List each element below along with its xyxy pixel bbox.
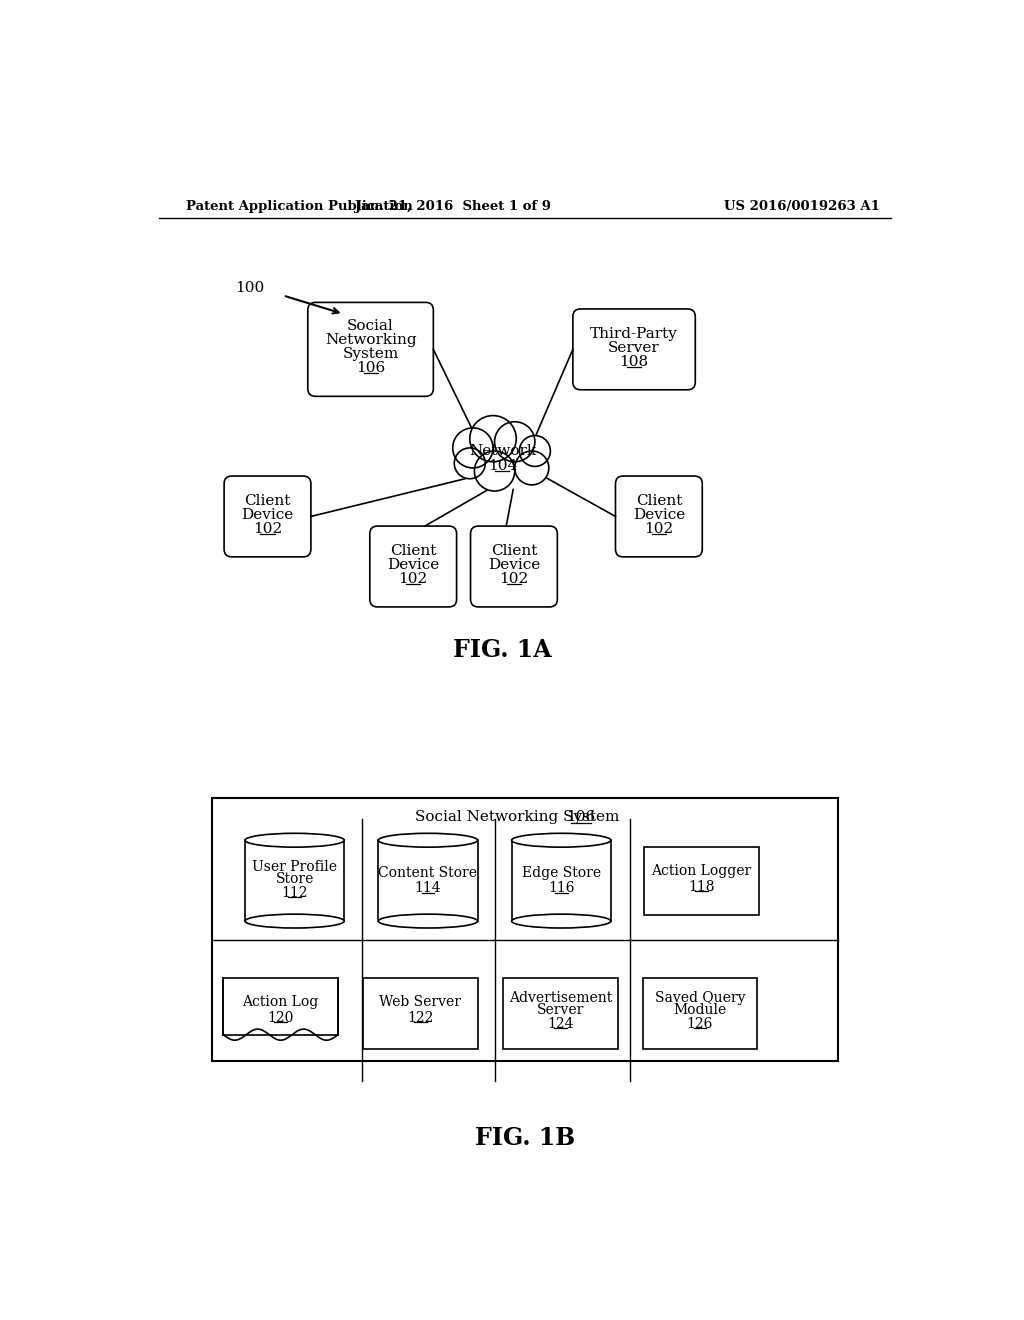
Bar: [644, 847, 759, 915]
Text: 108: 108: [620, 355, 648, 368]
Text: 126: 126: [687, 1016, 713, 1031]
Text: Social: Social: [347, 319, 394, 333]
Ellipse shape: [512, 833, 611, 847]
Circle shape: [474, 451, 515, 491]
Text: Client: Client: [245, 494, 291, 508]
Text: Client: Client: [490, 544, 538, 558]
Text: 122: 122: [407, 1011, 433, 1024]
Text: 124: 124: [547, 1016, 573, 1031]
Text: 100: 100: [234, 281, 264, 294]
Bar: [223, 978, 338, 1035]
Text: 114: 114: [415, 882, 441, 895]
Bar: [503, 978, 617, 1048]
Circle shape: [455, 447, 485, 479]
Text: 102: 102: [644, 521, 674, 536]
Text: 106: 106: [566, 809, 595, 824]
Text: 106: 106: [356, 360, 385, 375]
Bar: [378, 841, 477, 921]
Text: US 2016/0019263 A1: US 2016/0019263 A1: [724, 199, 881, 213]
FancyBboxPatch shape: [308, 302, 433, 396]
Ellipse shape: [378, 915, 477, 928]
Text: Web Server: Web Server: [379, 995, 461, 1010]
Text: System: System: [342, 347, 398, 360]
Text: 102: 102: [500, 572, 528, 586]
Bar: [362, 978, 477, 1048]
Circle shape: [515, 451, 549, 484]
Text: Action Log: Action Log: [243, 995, 318, 1010]
Text: 102: 102: [253, 521, 283, 536]
Text: Module: Module: [674, 1003, 727, 1016]
Ellipse shape: [245, 915, 344, 928]
FancyBboxPatch shape: [224, 477, 311, 557]
Ellipse shape: [512, 915, 611, 928]
Text: Network: Network: [469, 444, 536, 458]
Text: 120: 120: [267, 1011, 294, 1024]
Text: Device: Device: [387, 558, 439, 572]
Text: Action Logger: Action Logger: [651, 865, 752, 878]
Text: FIG. 1B: FIG. 1B: [475, 1126, 574, 1150]
Text: Server: Server: [537, 1003, 584, 1016]
Bar: [245, 841, 344, 921]
Text: Patent Application Publication: Patent Application Publication: [186, 199, 413, 213]
FancyBboxPatch shape: [615, 477, 702, 557]
Text: Client: Client: [390, 544, 436, 558]
Circle shape: [453, 428, 493, 469]
Ellipse shape: [245, 833, 344, 847]
FancyBboxPatch shape: [370, 527, 457, 607]
Circle shape: [495, 422, 535, 462]
Circle shape: [470, 416, 516, 462]
Text: 104: 104: [487, 459, 517, 474]
Text: User Profile: User Profile: [252, 859, 337, 874]
Text: Content Store: Content Store: [379, 866, 477, 880]
Text: Store: Store: [275, 873, 313, 886]
Bar: [212, 797, 838, 1061]
Text: 102: 102: [398, 572, 428, 586]
Text: Server: Server: [608, 341, 659, 355]
Text: 116: 116: [548, 882, 574, 895]
Text: Social Networking System: Social Networking System: [415, 809, 620, 824]
Text: Third-Party: Third-Party: [590, 327, 678, 341]
Bar: [643, 978, 758, 1048]
FancyBboxPatch shape: [572, 309, 695, 389]
Text: Advertisement: Advertisement: [509, 991, 612, 1005]
Circle shape: [519, 436, 550, 466]
Ellipse shape: [378, 833, 477, 847]
Text: 112: 112: [282, 886, 308, 900]
Text: Device: Device: [487, 558, 540, 572]
Text: Device: Device: [633, 508, 685, 521]
Text: Client: Client: [636, 494, 682, 508]
FancyBboxPatch shape: [471, 527, 557, 607]
Text: Edge Store: Edge Store: [521, 866, 601, 880]
Text: Jan. 21, 2016  Sheet 1 of 9: Jan. 21, 2016 Sheet 1 of 9: [355, 199, 552, 213]
Text: Saved Query: Saved Query: [654, 991, 745, 1005]
Text: 118: 118: [688, 880, 715, 894]
Text: FIG. 1A: FIG. 1A: [453, 638, 552, 661]
Text: Networking: Networking: [325, 333, 417, 347]
Bar: [512, 841, 611, 921]
Text: Device: Device: [242, 508, 294, 521]
